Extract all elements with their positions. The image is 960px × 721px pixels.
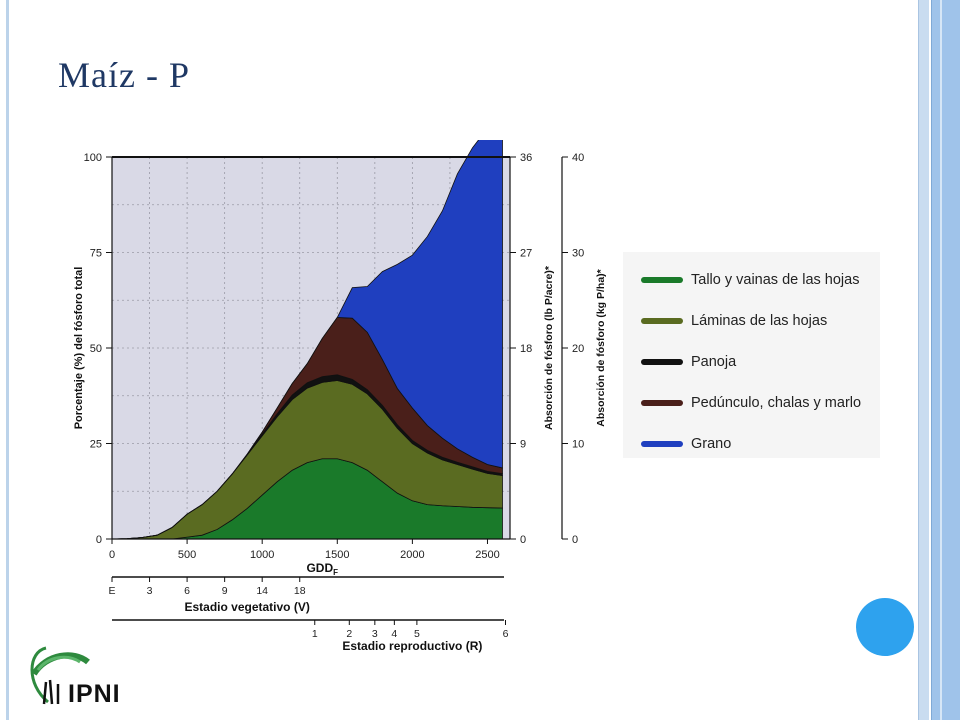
slide-frame-right	[918, 0, 929, 720]
slide-frame-right-bar	[931, 0, 960, 720]
y-tick-label: 100	[84, 152, 102, 164]
legend-label: Grano	[691, 436, 732, 452]
vegetative-stage-label: Estadio vegetativo (V)	[184, 600, 309, 614]
y3-tick-label: 30	[572, 248, 584, 260]
x-tick-label: 1500	[325, 549, 349, 561]
reproductive-stage-tick-label: 4	[391, 628, 397, 640]
x-axis-label-subscript: F	[333, 568, 338, 577]
ipni-logo-icon	[30, 646, 90, 705]
x-tick-label: 1000	[250, 549, 274, 561]
y3-axis-label: Absorción de fósforo (kg P/ha)*	[595, 268, 607, 426]
x-tick-label: 0	[109, 549, 115, 561]
legend-item: Láminas de las hojas	[641, 311, 827, 331]
reproductive-stage-tick-label: 5	[414, 628, 420, 640]
reproductive-stage-tick-label: 2	[346, 628, 352, 640]
ipni-logo: IPNI	[22, 640, 152, 716]
vegetative-stage-tick-label: 14	[256, 585, 268, 597]
vegetative-stage-tick-label: E	[108, 585, 115, 597]
y-tick-label: 75	[90, 248, 102, 260]
x-tick-label: 2000	[400, 549, 424, 561]
legend-item: Grano	[641, 434, 731, 454]
x-tick-label: 2500	[475, 549, 499, 561]
y2-tick-label: 18	[520, 343, 532, 355]
y3-tick-label: 10	[572, 439, 584, 451]
legend-swatch	[641, 441, 683, 447]
legend-label: Panoja	[691, 354, 737, 370]
slide-frame-left	[6, 0, 9, 720]
legend-item: Pedúnculo, chalas y marlo	[641, 393, 861, 413]
vegetative-stage-tick-label: 3	[147, 585, 153, 597]
reproductive-stage-tick-label: 3	[372, 628, 378, 640]
legend-label: Láminas de las hojas	[691, 313, 828, 329]
legend-swatch	[641, 318, 683, 324]
y2-axis-label: Absorción de fósforo (lb P/acre)*	[543, 265, 555, 430]
y-axis-label: Porcentaje (%) del fósforo total	[73, 267, 85, 430]
legend-swatch	[641, 277, 683, 283]
reproductive-stage-tick-label: 6	[503, 628, 509, 640]
y2-tick-label: 27	[520, 248, 532, 260]
y2-tick-label: 36	[520, 152, 532, 164]
x-tick-label: 500	[178, 549, 196, 561]
legend-label: Pedúnculo, chalas y marlo	[691, 395, 862, 411]
legend-item: Tallo y vainas de las hojas	[641, 270, 859, 290]
decorative-circle	[856, 598, 914, 656]
slide-title: Maíz - P	[58, 55, 190, 95]
y3-tick-label: 20	[572, 343, 584, 355]
legend-item: Panoja	[641, 352, 736, 372]
chart-legend: Tallo y vainas de las hojas Láminas de la…	[623, 252, 880, 458]
legend-swatch	[641, 400, 683, 406]
y2-tick-label: 9	[520, 439, 526, 451]
y-tick-label: 50	[90, 343, 102, 355]
y-tick-label: 0	[96, 534, 102, 546]
vegetative-stage-tick-label: 6	[184, 585, 190, 597]
y2-tick-label: 0	[520, 534, 526, 546]
reproductive-stage-label: Estadio reproductivo (R)	[342, 639, 482, 653]
vegetative-stage-tick-label: 18	[294, 585, 306, 597]
slide-frame-right-line	[940, 0, 942, 720]
ipni-logo-text: IPNI	[68, 680, 121, 708]
y3-tick-label: 0	[572, 534, 578, 546]
series-area-5	[111, 140, 503, 540]
reproductive-stage-tick-label: 1	[312, 628, 318, 640]
legend-label: Tallo y vainas de las hojas	[691, 272, 860, 288]
vegetative-stage-tick-label: 9	[222, 585, 228, 597]
legend-swatch	[641, 359, 683, 365]
y3-tick-label: 40	[572, 152, 584, 164]
y-tick-label: 25	[90, 439, 102, 451]
x-axis-label: GDDF	[306, 561, 338, 577]
